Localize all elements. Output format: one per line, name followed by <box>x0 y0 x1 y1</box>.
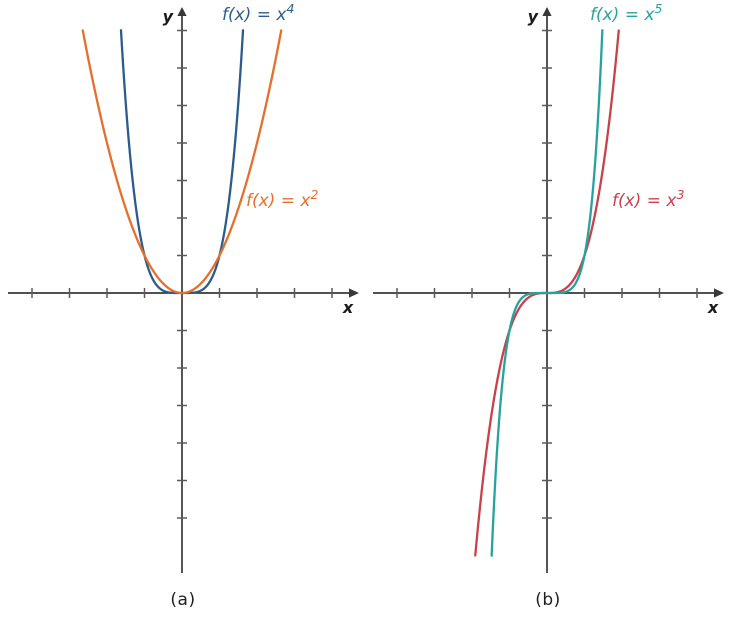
graph-a-canvas: xy f(x) = x4f(x) = x2 <box>8 1 359 573</box>
y-axis-label: y <box>528 7 539 26</box>
curve-label-base: f(x) = x <box>246 191 311 211</box>
panel-b: x y f(x) = x3 f(x) = x5 (b) <box>365 0 731 619</box>
curve-x2 <box>81 29 283 295</box>
curve-label-x5: f(x) = x5 <box>590 1 662 25</box>
panel-a-caption: (a) <box>170 590 196 610</box>
x-axis-label: x <box>342 298 354 317</box>
y-axis-arrowhead-icon <box>177 7 187 16</box>
curve-label-exponent: 2 <box>310 187 318 202</box>
curve-label-x2: f(x) = x2 <box>246 187 318 211</box>
x-axis-label: x <box>707 298 719 317</box>
curve-label-base: f(x) = x <box>222 5 287 25</box>
y-axis-arrowhead-icon <box>542 7 552 16</box>
panel-a: x y f(x) = x4 f(x) = x2 (a) <box>8 1 359 610</box>
curve-label-base: f(x) = x <box>590 5 655 25</box>
panel-b-caption: (b) <box>535 590 561 610</box>
curve-label-x3: f(x) = x3 <box>612 187 684 211</box>
graph-b-canvas: xyf(x) = x3f(x) = x5 <box>373 1 724 573</box>
y-axis-label: y <box>163 7 174 26</box>
x-axis-arrowhead-icon <box>349 288 359 298</box>
curve-x5 <box>490 29 604 557</box>
x-axis-arrowhead-icon <box>714 288 724 298</box>
curve-label-exponent: 5 <box>654 1 662 16</box>
curve-label-exponent: 4 <box>286 1 294 16</box>
curve-label-x4: f(x) = x4 <box>222 1 294 25</box>
curve-label-base: f(x) = x <box>612 191 677 211</box>
curve-label-exponent: 3 <box>676 187 684 202</box>
